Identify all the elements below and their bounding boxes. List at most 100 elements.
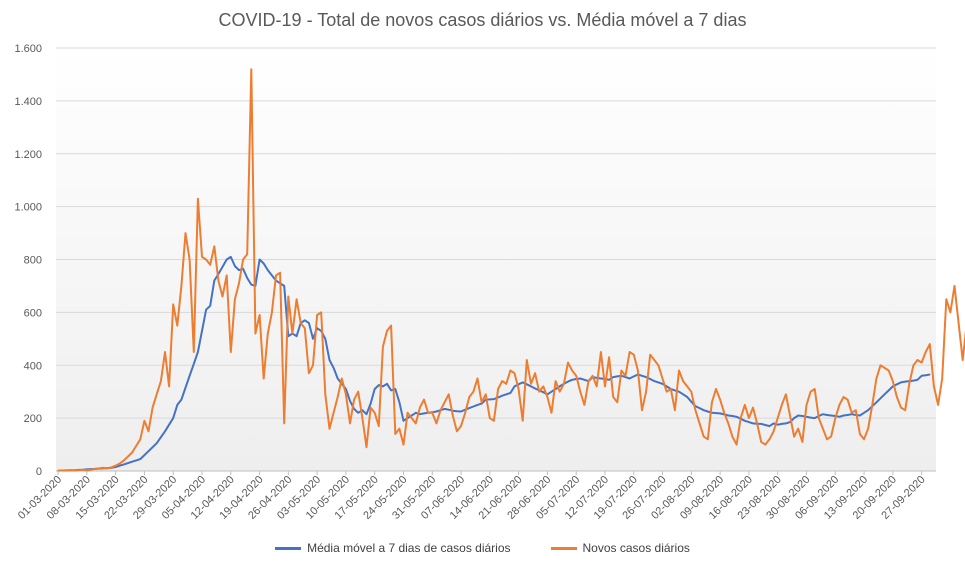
daily-cases-point xyxy=(612,396,614,398)
daily-cases-point xyxy=(563,383,565,385)
daily-cases-point xyxy=(752,407,754,409)
moving-average-point xyxy=(748,421,750,423)
daily-cases-point xyxy=(748,417,750,419)
daily-cases-point xyxy=(764,444,766,446)
daily-cases-point xyxy=(912,364,915,366)
moving-average-point xyxy=(661,383,664,385)
daily-cases-point xyxy=(686,385,688,387)
daily-cases-point xyxy=(78,469,80,471)
daily-cases-point xyxy=(760,441,762,443)
daily-cases-point xyxy=(505,383,507,385)
moving-average-point xyxy=(777,424,779,426)
moving-average-point xyxy=(139,458,141,460)
y-tick-label: 1.600 xyxy=(14,43,42,55)
daily-cases-point xyxy=(814,388,816,390)
moving-average-point xyxy=(859,414,861,417)
moving-average-point xyxy=(608,379,610,381)
daily-cases-point xyxy=(444,401,446,403)
daily-cases-point xyxy=(842,396,845,398)
moving-average-point xyxy=(234,265,236,267)
daily-cases-point xyxy=(834,417,836,419)
moving-average-point xyxy=(703,409,705,411)
moving-average-point xyxy=(147,450,150,452)
daily-cases-point xyxy=(300,322,302,324)
moving-average-point xyxy=(851,413,853,415)
moving-average-point xyxy=(736,416,738,418)
daily-cases-point xyxy=(180,285,182,287)
moving-average-point xyxy=(242,268,244,270)
moving-average-point xyxy=(160,436,162,438)
daily-cases-point xyxy=(550,412,553,414)
daily-cases-point xyxy=(402,444,405,446)
daily-cases-point xyxy=(522,420,524,422)
moving-average-point xyxy=(534,387,536,390)
moving-average-point xyxy=(197,351,199,353)
daily-cases-point xyxy=(452,414,454,417)
daily-cases-point xyxy=(333,412,335,414)
daily-cases-point xyxy=(283,422,285,424)
daily-cases-point xyxy=(246,253,248,255)
daily-cases-point xyxy=(226,274,228,276)
moving-average-point xyxy=(296,335,298,337)
moving-average-point xyxy=(259,258,261,261)
daily-cases-point xyxy=(73,469,76,472)
daily-cases-point xyxy=(398,428,400,430)
daily-cases-point xyxy=(900,407,902,409)
moving-average-point xyxy=(386,383,388,385)
moving-average-point xyxy=(328,359,331,361)
daily-cases-point xyxy=(263,377,265,380)
daily-cases-point xyxy=(205,258,207,261)
moving-average-point xyxy=(374,388,376,390)
daily-cases-point xyxy=(641,409,643,411)
moving-average-point xyxy=(879,397,882,399)
moving-average-point xyxy=(168,424,170,426)
moving-average-point xyxy=(201,330,203,332)
daily-cases-point xyxy=(682,380,684,382)
y-tick-label: 200 xyxy=(24,413,42,425)
moving-average-point xyxy=(353,408,355,410)
daily-cases-point xyxy=(925,351,927,353)
daily-cases-point xyxy=(485,393,487,395)
daily-cases-point xyxy=(789,414,791,417)
daily-cases-point xyxy=(98,467,100,469)
daily-cases-point xyxy=(431,412,433,414)
y-tick-label: 1.000 xyxy=(14,202,42,214)
daily-cases-point xyxy=(896,396,898,398)
moving-average-point xyxy=(152,446,154,448)
moving-average-point xyxy=(143,454,145,456)
moving-average-point xyxy=(230,256,232,258)
daily-cases-point xyxy=(168,385,170,387)
daily-cases-point xyxy=(123,459,125,461)
daily-cases-point xyxy=(929,343,931,345)
moving-average-point xyxy=(337,377,339,380)
moving-average-point xyxy=(649,378,651,380)
y-tick-label: 1.200 xyxy=(14,149,42,161)
daily-cases-point xyxy=(234,298,236,300)
daily-cases-point xyxy=(147,430,150,432)
daily-cases-point xyxy=(365,446,368,448)
daily-cases-point xyxy=(542,385,544,387)
daily-cases-point xyxy=(172,303,174,305)
moving-average-point xyxy=(830,414,832,417)
moving-average-point xyxy=(415,412,417,414)
plot-area: 02004006008001.0001.2001.4001.60001-03-2… xyxy=(14,43,965,522)
daily-cases-point xyxy=(567,362,569,364)
moving-average-point xyxy=(838,416,841,418)
daily-cases-point xyxy=(501,380,503,382)
daily-cases-point xyxy=(851,412,853,414)
daily-cases-point xyxy=(579,391,581,393)
daily-cases-point xyxy=(86,469,88,471)
moving-average-point xyxy=(189,375,191,377)
moving-average-point xyxy=(419,413,421,415)
daily-cases-point xyxy=(217,280,219,282)
daily-cases-point xyxy=(308,372,310,374)
daily-cases-point xyxy=(57,469,59,472)
moving-average-point xyxy=(744,420,746,422)
daily-cases-point xyxy=(415,422,417,424)
daily-cases-point xyxy=(678,369,680,372)
daily-cases-point xyxy=(390,325,392,327)
daily-cases-point xyxy=(468,396,470,398)
daily-cases-point xyxy=(587,380,590,382)
moving-average-point xyxy=(904,381,906,383)
moving-average-point xyxy=(472,405,474,408)
